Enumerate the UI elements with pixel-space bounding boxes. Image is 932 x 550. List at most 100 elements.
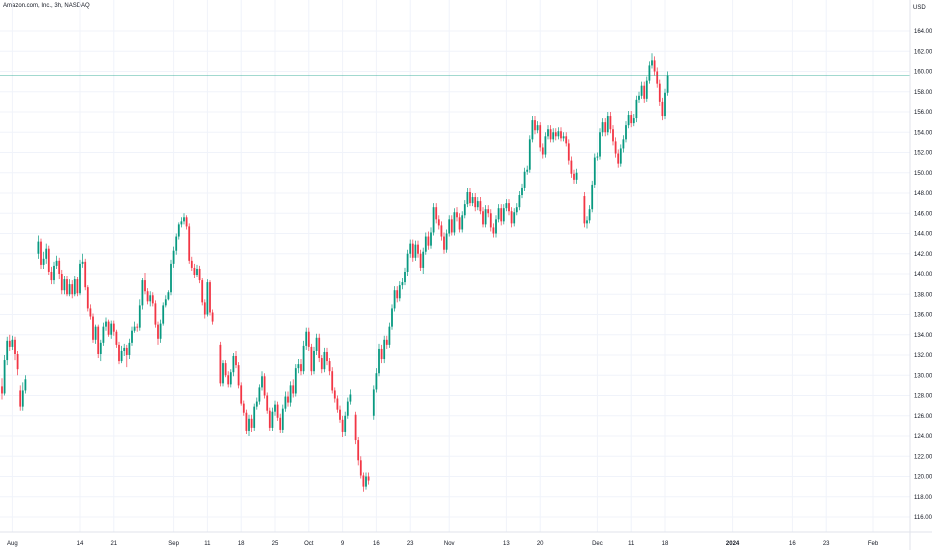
candle-body [14,339,16,354]
candle [289,381,292,407]
y-tick-label: 150.00 [914,171,932,177]
x-tick-label: 11 [204,541,211,547]
candle [266,392,269,414]
candle [388,322,391,348]
candle [435,203,438,224]
candle [183,213,185,225]
candle [479,197,482,215]
y-tick-label: 120.00 [914,475,932,481]
candle-body [596,156,599,158]
candle-body [541,147,544,155]
candle-body [601,122,604,133]
candle-body [281,408,284,430]
x-tick-label: 23 [823,541,830,547]
candle-body [461,215,464,230]
candle [409,239,412,258]
candle-body [149,295,152,302]
candle [401,278,404,290]
candle [279,413,282,433]
candle [188,223,191,264]
candle [255,397,258,410]
candle [357,437,360,466]
candle-body [81,261,84,264]
candle [172,246,175,268]
candle [73,276,76,297]
candle-body [144,280,146,292]
candle [81,253,84,268]
candle-body [159,323,162,339]
candle [170,259,172,296]
candle-body [331,371,334,391]
candle-body [391,308,393,327]
candle [359,456,362,479]
candle-body [495,219,497,234]
candle-body [515,207,518,213]
grid-lines [0,0,910,532]
candle-body [99,342,102,354]
candle [544,132,547,158]
candle-body [71,284,74,295]
y-tick-label: 146.00 [914,211,932,217]
candle [664,88,666,120]
candle [281,404,284,433]
candle-body [666,75,669,93]
candle [549,125,552,143]
y-tick-label: 162.00 [914,49,932,55]
candle-body [313,350,315,372]
candle-body [326,351,328,362]
candle-body [466,191,469,205]
candle [89,304,92,320]
candle [573,169,575,184]
candle-body [320,358,323,370]
candle [476,197,479,211]
candle-body [378,348,380,374]
y-tick-label: 130.00 [914,373,932,379]
y-tick-label: 152.00 [914,151,932,157]
candle [37,235,40,259]
candle [500,204,503,226]
candle-body [544,136,547,155]
candle-body [45,248,48,259]
candle-body [339,409,341,420]
candle [323,347,326,373]
candle [331,367,334,394]
candle-body [97,326,100,354]
candle-body [131,330,133,343]
candle [159,319,162,343]
candle [515,203,518,216]
y-tick-label: 118.00 [914,495,932,501]
candle-body [328,361,331,372]
candle [492,223,495,238]
candle-body [604,122,607,133]
candle-body [471,197,474,204]
candle [1,378,3,400]
candle [391,304,393,330]
candle-body [417,244,419,254]
candle-body [224,363,227,376]
candle-body [521,187,523,196]
candle [50,266,53,285]
candle [344,411,347,436]
candle [606,112,609,136]
candle [656,67,659,88]
candle-body [432,207,435,233]
candle-body [617,153,620,164]
price-axis[interactable]: 116.00 118.00 120.00 122.00 124.00 126.00 128.… [914,29,932,521]
candle [151,292,154,307]
candle-body [235,356,237,366]
time-axis[interactable]: Aug 14 21 Sep 11 18 25 Oct 9 16 23 Nov 13 20 Dec 11 18 20… [7,541,879,547]
candle-body [219,344,222,384]
candle-body [58,260,61,274]
candle-body [591,184,594,210]
candle [617,149,620,168]
candle-body [79,263,81,294]
candle [645,76,648,102]
candle-body [84,261,87,288]
candle [557,127,560,140]
candle [232,352,235,377]
candle-body [632,118,635,124]
candle-body [250,418,253,428]
candle-body [318,337,321,359]
candle [292,379,295,398]
